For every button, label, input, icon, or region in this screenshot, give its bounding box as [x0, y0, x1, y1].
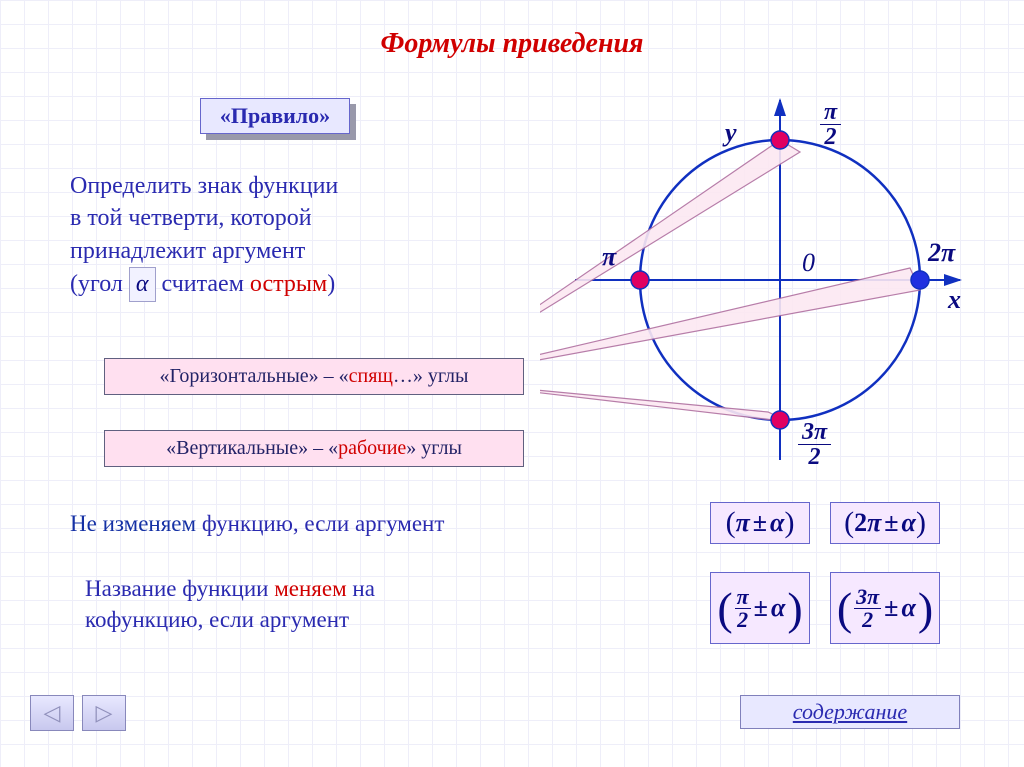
- rule-badge: «Правило»: [200, 98, 350, 134]
- page-title: Формулы приведения: [0, 28, 1024, 60]
- threepi2-den: 2: [809, 445, 821, 469]
- change-rule: Название функции меняем на кофункцию, ес…: [85, 573, 605, 635]
- twopi-label: 2π: [928, 238, 955, 268]
- main-rule-text: Определить знак функции в той четверти, …: [70, 170, 520, 302]
- formula-2pi-pm-alpha: (2π±α): [830, 502, 940, 544]
- toc-link[interactable]: содержание: [740, 695, 960, 729]
- pi-label: π: [602, 242, 616, 272]
- rule-line-4d: ): [327, 271, 335, 297]
- rule-line-4a: (угол: [70, 271, 129, 297]
- formula-pi2-pm-alpha: ( π2 ±α ): [710, 572, 810, 644]
- rule-line-3: принадлежит аргумент: [70, 238, 305, 264]
- alpha-symbol-box: α: [129, 267, 156, 301]
- nav-arrows: ◁ ▷: [30, 695, 126, 731]
- rule-badge-label: «Правило»: [200, 98, 350, 134]
- horizontal-angles-pill: «Горизонтальные» – «спящ…» углы: [104, 358, 524, 395]
- rule-line-4b: считаем: [162, 271, 250, 297]
- no-change-rule: Не изменяем функцию, если аргумент: [70, 508, 590, 539]
- vertical-angles-pill: «Вертикальные» – «рабочие» углы: [104, 430, 524, 467]
- x-axis-label: x: [948, 285, 961, 315]
- nav-prev-button[interactable]: ◁: [30, 695, 74, 731]
- threepi2-num: 3π: [798, 420, 831, 445]
- origin-label: 0: [802, 248, 815, 278]
- rule-acute-word: острым: [250, 271, 327, 297]
- rule-line-1: Определить знак функции: [70, 173, 338, 199]
- formula-pi-pm-alpha: (π±α): [710, 502, 810, 544]
- unit-circle-diagram: y x 0 π 2π π 2 3π 2: [540, 80, 980, 470]
- rule-line-2: в той четверти, которой: [70, 205, 312, 231]
- y-axis-label: y: [725, 118, 737, 148]
- nav-next-button[interactable]: ▷: [82, 695, 126, 731]
- pi2-num: π: [820, 100, 841, 125]
- pi2-den: 2: [825, 125, 837, 149]
- formula-3pi2-pm-alpha: ( 3π2 ±α ): [830, 572, 940, 644]
